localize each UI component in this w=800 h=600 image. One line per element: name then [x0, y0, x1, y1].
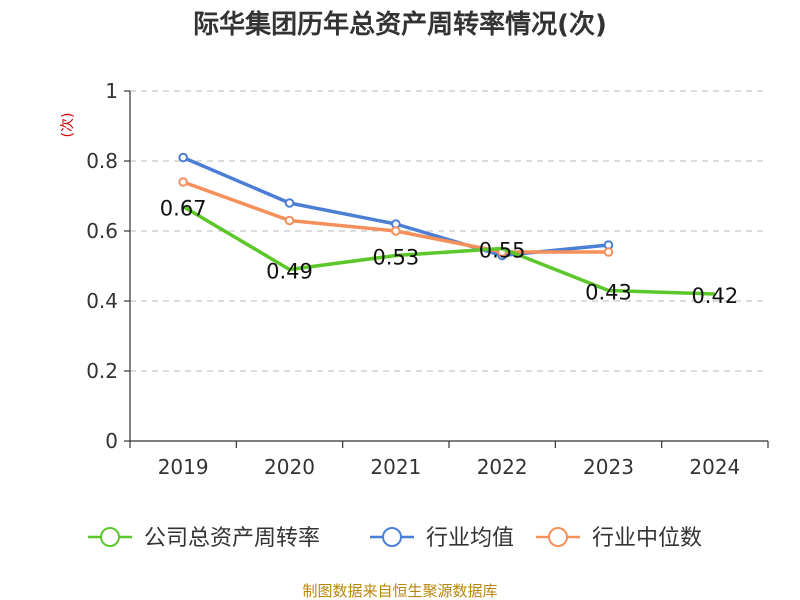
y-axis-label: (次) [60, 113, 76, 138]
y-tick-label: 0.4 [86, 289, 118, 313]
y-tick-label: 1 [105, 79, 118, 103]
legend-marker [382, 527, 402, 547]
y-tick-label: 0 [105, 429, 118, 453]
legend-label: 公司总资产周转率 [144, 526, 320, 551]
legend-label: 行业中位数 [592, 526, 702, 551]
data-label: 0.49 [266, 260, 313, 284]
data-label: 0.55 [479, 239, 526, 263]
grid-lines [130, 90, 768, 372]
y-tick-label: 0.8 [86, 149, 118, 173]
data-label: 0.43 [585, 281, 632, 305]
data-labels: 0.67 0.49 0.53 0.55 0.43 0.42 [160, 197, 738, 309]
y-tick-label: 0.2 [86, 359, 118, 383]
series-layer [178, 152, 715, 296]
legend-marker [100, 527, 120, 547]
data-point [603, 247, 614, 257]
data-label: 0.53 [372, 246, 419, 270]
x-tick-label: 2021 [370, 455, 421, 479]
data-label: 0.67 [160, 197, 207, 221]
source-note: 制图数据来自恒生聚源数据库 [302, 582, 497, 600]
data-point [284, 198, 295, 208]
data-label: 0.42 [691, 284, 738, 308]
x-tick-label: 2019 [158, 455, 209, 479]
data-point [178, 152, 188, 163]
legend-label: 行业均值 [426, 526, 514, 551]
x-tick-label: 2024 [689, 455, 740, 479]
x-tick-label: 2023 [583, 455, 634, 479]
chart-title: 际华集团历年总资产周转率情况(次) [193, 9, 607, 40]
x-tick-label: 2020 [264, 455, 315, 479]
data-point [284, 215, 295, 226]
data-point [391, 226, 401, 236]
legend-marker [548, 527, 568, 547]
y-tick-label: 0.6 [86, 219, 118, 243]
data-point [178, 177, 188, 187]
axes: 0 0.2 0.4 0.6 0.8 1 2019 2020 2021 2022 2023 2024 [86, 79, 769, 479]
legend: 公司总资产周转率 行业均值 行业中位数 [88, 526, 702, 551]
series-line [182, 180, 609, 254]
x-tick-label: 2022 [477, 455, 528, 479]
series-line [182, 204, 715, 296]
